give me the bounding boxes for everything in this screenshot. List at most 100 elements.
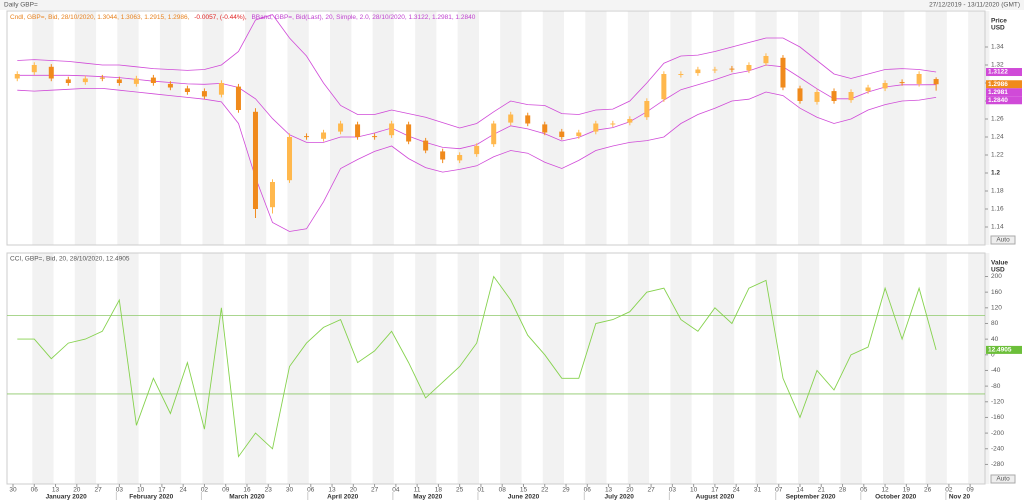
candle-body (372, 136, 378, 138)
upper-band-tag-bg (986, 68, 1022, 77)
candle-body (287, 137, 293, 181)
bollinger-line (17, 88, 937, 232)
x-tick-label: 03 (116, 487, 124, 494)
y-tick-label: 1.34 (991, 44, 1004, 51)
candle-body (235, 86, 241, 110)
candle-body (252, 111, 258, 209)
x-tick-label: 27 (94, 487, 102, 494)
week-stripe (457, 11, 479, 245)
candle-body (729, 68, 735, 70)
month-label: May 2020 (413, 494, 442, 500)
x-tick-label: 02 (945, 487, 953, 494)
week-stripe (925, 11, 947, 245)
week-stripe (542, 11, 565, 245)
cci-tag-bg (986, 345, 1022, 354)
candle-body (31, 65, 37, 73)
week-stripe (202, 11, 224, 245)
candle-body (440, 151, 446, 160)
upper-band-tag: 1.3122 (988, 69, 1008, 76)
y-tick-label: 1.26 (991, 116, 1004, 123)
x-tick-label: 16 (243, 487, 251, 494)
x-tick-label: 31 (754, 487, 762, 494)
x-tick-label: 27 (647, 487, 655, 494)
week-stripe (372, 11, 394, 245)
cci-line (17, 275, 937, 458)
week-stripe (968, 253, 990, 484)
candle-body (201, 91, 207, 97)
x-tick-label: 24 (733, 487, 741, 494)
candle-body (627, 119, 633, 123)
week-stripe (287, 253, 309, 484)
candle-body (831, 91, 837, 101)
candle-body (508, 114, 514, 123)
week-stripe (627, 11, 650, 245)
candle-body (167, 83, 173, 88)
axis-title: USD (991, 25, 1005, 32)
candle-body (133, 78, 139, 84)
y-tick-label: 1.14 (991, 224, 1004, 231)
candle-body (423, 140, 429, 151)
x-tick-label: 13 (328, 487, 336, 494)
close-tag: 1.2986 (988, 81, 1008, 88)
y-tick-label: 120 (991, 305, 1002, 312)
week-stripe (415, 11, 437, 245)
x-tick-label: 02 (201, 487, 209, 494)
close-tag-bg (986, 80, 1022, 89)
auto-button-label[interactable]: Auto (996, 476, 1010, 483)
week-stripe (670, 11, 692, 245)
y-tick-label: 40 (991, 336, 999, 343)
candle-body (593, 123, 599, 132)
month-label: September 2020 (786, 494, 836, 500)
date-range: 27/12/2019 - 13/11/2020 (GMT) (929, 2, 1020, 9)
candle-body (678, 74, 684, 75)
lower-band-tag-bg (986, 96, 1022, 105)
month-label: July 2020 (605, 494, 635, 500)
candle-body (321, 132, 327, 139)
candle-body (848, 92, 854, 101)
y-tick-label: 1.22 (991, 152, 1004, 159)
candle-body (882, 83, 888, 89)
candle-body (933, 79, 939, 85)
x-tick-label: 03 (669, 487, 677, 494)
week-stripe (797, 253, 820, 484)
week-stripe (840, 253, 862, 484)
week-stripe (670, 253, 692, 484)
x-tick-label: 23 (265, 487, 273, 494)
middle-band-tag: 1.2981 (988, 89, 1008, 96)
candle-body (14, 74, 20, 79)
lower-band-tag: 1.2840 (988, 97, 1008, 104)
week-stripe (627, 253, 650, 484)
x-tick-label: 20 (73, 487, 81, 494)
x-tick-label: 30 (9, 487, 17, 494)
y-tick-label: 1.32 (991, 62, 1004, 69)
x-tick-label: 22 (541, 487, 549, 494)
auto-button[interactable] (990, 474, 1016, 484)
y-tick-label: 0 (991, 352, 995, 359)
y-tick-label: 160 (991, 289, 1002, 296)
x-tick-label: 19 (903, 487, 911, 494)
week-stripe (74, 11, 97, 245)
x-tick-label: 18 (435, 487, 443, 494)
auto-button[interactable] (990, 235, 1016, 245)
cci-tag: 12.4905 (988, 347, 1012, 354)
week-stripe (244, 253, 267, 484)
week-stripe (797, 11, 820, 245)
week-stripe (330, 253, 352, 484)
candle-body (814, 92, 820, 102)
x-tick-label: 01 (477, 487, 485, 494)
week-stripe (585, 253, 607, 484)
week-stripe (159, 253, 182, 484)
x-tick-label: 14 (796, 487, 804, 494)
auto-button-label[interactable]: Auto (996, 237, 1010, 244)
candle-body (763, 56, 769, 64)
y-tick-label: -40 (991, 367, 1001, 374)
candle-body (576, 132, 582, 137)
y-tick-label: 80 (991, 320, 999, 327)
x-tick-label: 30 (286, 487, 294, 494)
month-label: June 2020 (508, 494, 540, 500)
week-stripe (925, 253, 947, 484)
middle-band-tag-bg (986, 88, 1022, 97)
x-tick-label: 21 (818, 487, 826, 494)
month-label: October 2020 (875, 494, 917, 500)
y-tick-label: -80 (991, 383, 1001, 390)
